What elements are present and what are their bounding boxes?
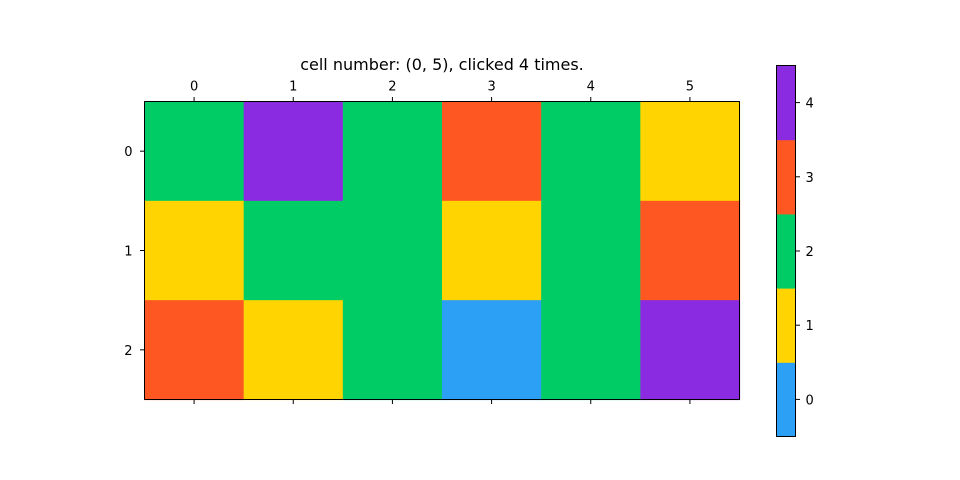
heatmap-cell-1-3[interactable] (442, 200, 542, 301)
x-axis-ticks: 0 1 2 3 4 5 (190, 80, 694, 404)
x-tick-label-4: 4 (587, 80, 595, 95)
chart-title: cell number: (0, 5), clicked 4 times. (300, 55, 584, 74)
colorbar-swatch-0 (776, 362, 796, 437)
heatmap-cell-0-5[interactable] (640, 101, 741, 202)
colorbar-swatch-2 (776, 213, 796, 289)
heatmap-cell-0-3[interactable] (442, 101, 542, 202)
heatmap-cells[interactable] (144, 101, 741, 401)
colorbar: 0 1 2 3 4 (776, 65, 814, 437)
colorbar-tick-label-1: 1 (806, 319, 814, 334)
heatmap-cell-1-1[interactable] (243, 200, 344, 301)
colorbar-tick-label-4: 4 (806, 97, 814, 112)
colorbar-tick-label-0: 0 (806, 393, 814, 408)
x-tick-label-5: 5 (686, 80, 694, 95)
heatmap-cell-2-5[interactable] (640, 300, 741, 401)
heatmap-cell-1-2[interactable] (342, 200, 443, 301)
heatmap-cell-2-0[interactable] (144, 300, 245, 401)
heatmap-cell-0-0[interactable] (144, 101, 245, 202)
y-tick-label-2: 2 (124, 344, 132, 359)
heatmap-cell-0-4[interactable] (541, 101, 641, 202)
x-tick-label-2: 2 (388, 80, 396, 95)
heatmap-cell-2-1[interactable] (243, 300, 344, 401)
x-tick-label-3: 3 (487, 80, 495, 95)
y-axis-ticks: 0 1 2 (124, 145, 145, 359)
y-tick-label-0: 0 (124, 145, 132, 160)
colorbar-swatch-1 (776, 288, 796, 363)
colorbar-swatch-4 (776, 65, 796, 141)
heatmap-cell-2-2[interactable] (342, 300, 443, 401)
heatmap-cell-1-0[interactable] (144, 200, 245, 301)
y-tick-label-1: 1 (124, 245, 132, 260)
heatmap-cell-0-1[interactable] (243, 101, 344, 202)
colorbar-tick-label-3: 3 (806, 171, 814, 186)
x-tick-label-1: 1 (289, 80, 297, 95)
colorbar-swatch-3 (776, 139, 796, 215)
heatmap-cell-2-4[interactable] (541, 300, 641, 401)
heatmap-cell-1-4[interactable] (541, 200, 641, 301)
heatmap-cell-0-2[interactable] (342, 101, 443, 202)
heatmap-cell-2-3[interactable] (442, 300, 542, 401)
heatmap-cell-1-5[interactable] (640, 200, 741, 301)
colorbar-tick-label-2: 2 (806, 245, 814, 260)
x-tick-label-0: 0 (190, 80, 198, 95)
